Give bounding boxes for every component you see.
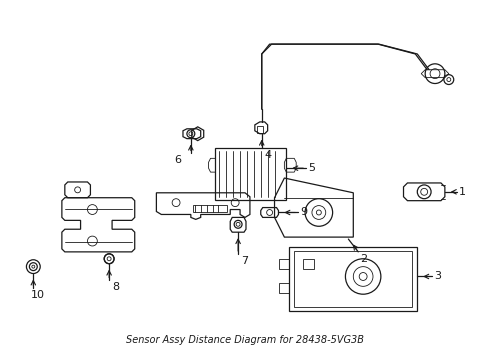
Text: 1: 1 bbox=[459, 187, 466, 197]
Text: 9: 9 bbox=[300, 207, 307, 217]
Text: 3: 3 bbox=[434, 271, 441, 282]
Text: 6: 6 bbox=[174, 156, 181, 165]
Text: 7: 7 bbox=[241, 256, 248, 266]
Bar bbox=[294, 251, 413, 307]
Text: 5: 5 bbox=[308, 163, 315, 173]
Text: 8: 8 bbox=[112, 282, 119, 292]
Bar bbox=[216, 148, 286, 200]
Text: 2: 2 bbox=[360, 254, 368, 264]
Text: 10: 10 bbox=[30, 290, 45, 300]
Bar bbox=[289, 247, 417, 311]
Text: 4: 4 bbox=[265, 150, 272, 161]
Text: Sensor Assy Distance Diagram for 28438-5VG3B: Sensor Assy Distance Diagram for 28438-5… bbox=[126, 336, 364, 345]
Bar bbox=[193, 204, 227, 212]
